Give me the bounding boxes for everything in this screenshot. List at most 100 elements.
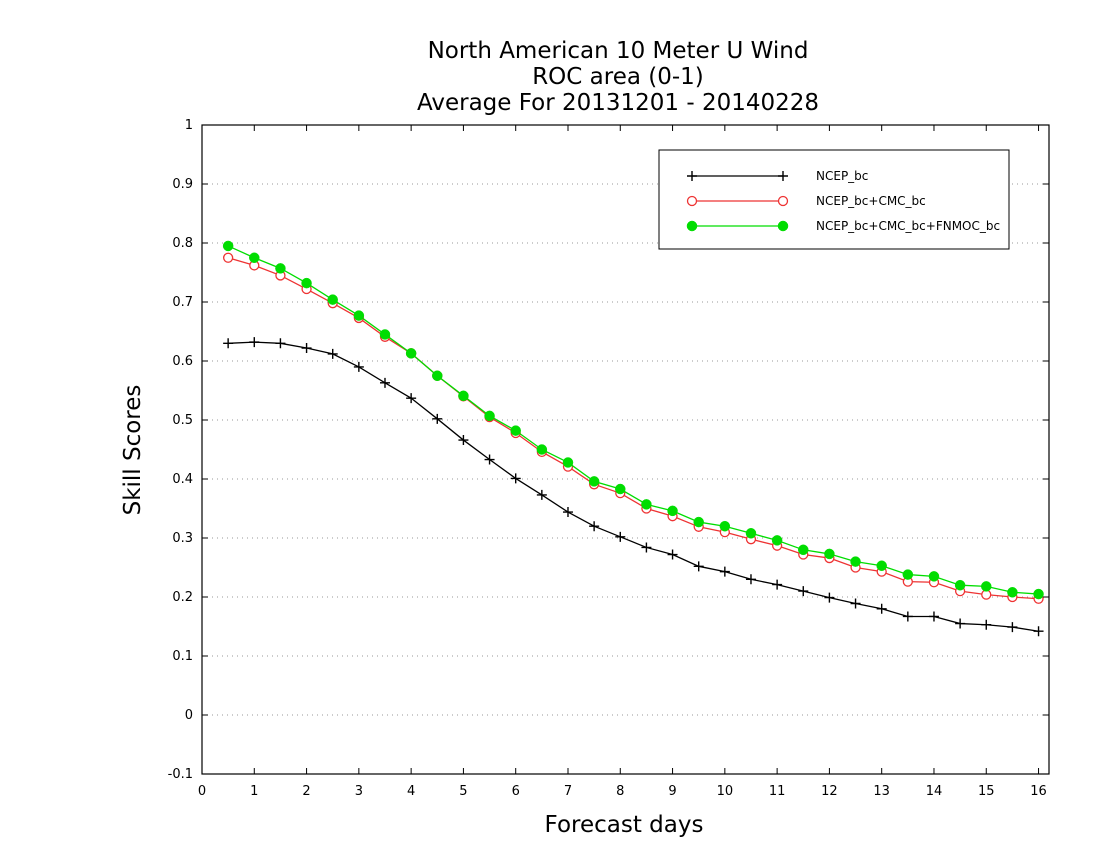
data-point xyxy=(824,548,835,560)
data-point xyxy=(223,338,234,349)
data-point xyxy=(432,413,443,424)
data-point xyxy=(850,598,861,609)
data-point xyxy=(432,370,443,381)
data-point xyxy=(693,516,704,528)
y-tick-label: 0.4 xyxy=(172,472,193,487)
y-tick-label: 0.8 xyxy=(172,236,193,251)
data-point xyxy=(1007,622,1018,633)
data-point xyxy=(745,528,757,539)
data-point xyxy=(562,457,574,468)
x-tick-label: 9 xyxy=(668,784,676,799)
data-point xyxy=(1033,588,1044,600)
data-point xyxy=(405,348,417,359)
y-tick-label: 0.6 xyxy=(172,354,193,369)
x-tick-label: 16 xyxy=(1030,784,1047,799)
series-line-1 xyxy=(227,257,1039,600)
plot-frame xyxy=(201,124,1050,775)
y-tick-label: 0 xyxy=(185,708,193,723)
data-point xyxy=(771,535,783,546)
data-point xyxy=(615,531,626,542)
data-point xyxy=(458,390,469,402)
data-point xyxy=(798,586,809,597)
data-point xyxy=(327,294,338,305)
data-point xyxy=(1007,587,1018,598)
y-tick-label: 0.5 xyxy=(172,413,193,428)
legend-label: NCEP_bc xyxy=(816,169,868,183)
x-tick-label: 8 xyxy=(616,784,624,799)
data-point xyxy=(484,410,495,422)
data-point xyxy=(719,566,730,577)
legend-marker xyxy=(686,220,698,232)
x-axis-label: Forecast days xyxy=(545,812,704,838)
data-point xyxy=(327,348,338,359)
data-point xyxy=(719,520,731,532)
data-point xyxy=(589,521,600,532)
x-tick-label: 0 xyxy=(198,784,206,799)
y-tick-label: 0.9 xyxy=(172,177,193,192)
data-point xyxy=(641,499,652,510)
data-point xyxy=(928,611,939,622)
data-point xyxy=(406,393,417,404)
data-point xyxy=(902,569,914,580)
legend-box xyxy=(658,149,1010,250)
data-point xyxy=(667,549,678,560)
chart-title-line-3: Average For 20131201 - 20140228 xyxy=(417,90,819,116)
series-0 xyxy=(223,337,1044,637)
y-tick-label: 0.7 xyxy=(172,295,193,310)
data-point xyxy=(981,619,992,630)
legend-marker xyxy=(777,195,789,207)
x-tick-label: 6 xyxy=(512,784,520,799)
data-point xyxy=(876,603,887,614)
y-axis-label: Skill Scores xyxy=(120,385,146,516)
legend: NCEP_bc NCEP_bc+CMC_bc NCEP_bc+CMC_bc+FNMO… xyxy=(658,149,1010,250)
grid xyxy=(202,183,1049,716)
x-tick-label: 14 xyxy=(926,784,943,799)
x-tick-label: 7 xyxy=(564,784,572,799)
x-tick-label: 2 xyxy=(302,784,310,799)
y-tick-label: -0.1 xyxy=(168,767,193,782)
data-point xyxy=(772,579,783,590)
data-point xyxy=(798,544,809,556)
x-tick-label: 10 xyxy=(717,784,734,799)
data-point xyxy=(353,361,364,372)
x-tick-label: 1 xyxy=(250,784,258,799)
legend-entry-1: NCEP_bc+CMC_bc xyxy=(686,194,926,208)
data-point xyxy=(222,240,234,252)
x-tick-label: 4 xyxy=(407,784,415,799)
series-layer xyxy=(222,240,1044,637)
series-1 xyxy=(222,252,1044,604)
data-point xyxy=(536,444,548,455)
x-tick-label: 5 xyxy=(459,784,467,799)
data-point xyxy=(693,561,704,572)
legend-marker xyxy=(777,220,789,232)
data-point xyxy=(850,556,861,567)
legend-entry-0: NCEP_bc xyxy=(687,169,868,183)
series-2 xyxy=(222,240,1044,600)
data-point xyxy=(301,277,312,289)
legend-label: NCEP_bc+CMC_bc xyxy=(816,194,926,208)
data-point xyxy=(902,611,913,622)
x-tick-label: 15 xyxy=(978,784,995,799)
data-point xyxy=(275,338,286,349)
chart-title-line-2: ROC area (0-1) xyxy=(532,64,704,90)
y-tick-label: 0.1 xyxy=(172,649,193,664)
x-tick-label: 13 xyxy=(873,784,890,799)
data-point xyxy=(249,252,260,263)
data-point xyxy=(510,473,521,484)
data-point xyxy=(353,310,365,321)
data-point xyxy=(275,263,286,274)
y-tick-label: 0.3 xyxy=(172,531,193,546)
data-point xyxy=(379,329,391,340)
data-point xyxy=(249,337,260,348)
ticks: -0.100.10.20.30.40.50.60.70.80.910 1 2 3 4 5 6… xyxy=(168,118,1049,799)
data-point xyxy=(928,571,940,582)
data-point xyxy=(458,435,469,446)
data-point xyxy=(745,574,756,585)
legend-marker xyxy=(778,171,788,181)
data-point xyxy=(954,579,966,591)
legend-label: NCEP_bc+CMC_bc+FNMOC_bc xyxy=(816,219,1000,233)
data-point xyxy=(222,252,234,263)
data-point xyxy=(955,618,966,629)
data-point xyxy=(824,592,835,603)
